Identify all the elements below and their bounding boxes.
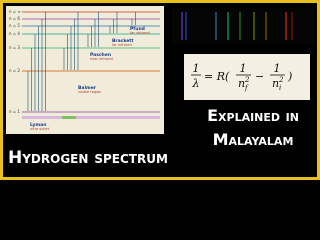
thumbnail: n = ∞ n = 6 n = 5 n = 4 n = 3 n = 2 n = 1 Lyman… xyxy=(0,0,320,180)
series-name: Lyman xyxy=(30,122,46,128)
formula: 1 λ = R( 1 n f 2 − 1 n i 2 ) xyxy=(191,62,292,92)
level-label: n = 6 xyxy=(9,16,20,21)
series-region: visible region xyxy=(78,90,101,94)
level-label: n = 4 xyxy=(9,31,20,36)
formula-text: 1 xyxy=(193,62,200,75)
formula-text: f xyxy=(244,84,249,92)
headline-box: Explained in Malayalam xyxy=(207,106,299,149)
formula-text: 1 xyxy=(274,62,281,75)
level-label: n = 3 xyxy=(9,45,20,50)
diagram-panel xyxy=(6,6,164,134)
visible-band xyxy=(62,116,76,119)
spectrum-strip xyxy=(172,8,314,44)
series-region: near infrared xyxy=(90,57,113,61)
formula-text: i xyxy=(279,84,281,92)
formula-box xyxy=(184,54,310,100)
energy-diagram: n = ∞ n = 6 n = 5 n = 4 n = 3 n = 2 n = 1 Lyman… xyxy=(9,9,160,131)
level-label: n = ∞ xyxy=(9,9,21,14)
formula-text: 1 xyxy=(240,62,247,75)
level-label: n = 1 xyxy=(9,109,20,114)
series-region: far infrared xyxy=(130,31,150,35)
series-name: Balmer xyxy=(78,85,97,91)
series-region: ultra violet xyxy=(30,127,50,131)
series-name: Paschen xyxy=(90,52,111,58)
level-label: n = 5 xyxy=(9,23,20,28)
title: Hydrogen spectrum xyxy=(8,148,168,168)
formula-text: 2 xyxy=(278,76,284,84)
series-name: Pfund xyxy=(130,26,145,32)
formula-text: ) xyxy=(287,70,292,83)
wavelength-bar xyxy=(22,116,160,119)
level-label: n = 2 xyxy=(9,68,20,73)
formula-text: 2 xyxy=(244,76,250,84)
formula-text: λ xyxy=(192,77,200,90)
frame xyxy=(0,0,320,180)
series-region: far infrared xyxy=(112,43,132,47)
formula-text: = R( xyxy=(204,70,230,83)
formula-text: − xyxy=(255,70,264,83)
formula-text: n xyxy=(238,77,245,90)
series-name: Brackett xyxy=(112,38,134,44)
headline: Explained in Malayalam xyxy=(207,106,299,149)
formula-text: n xyxy=(272,77,279,90)
